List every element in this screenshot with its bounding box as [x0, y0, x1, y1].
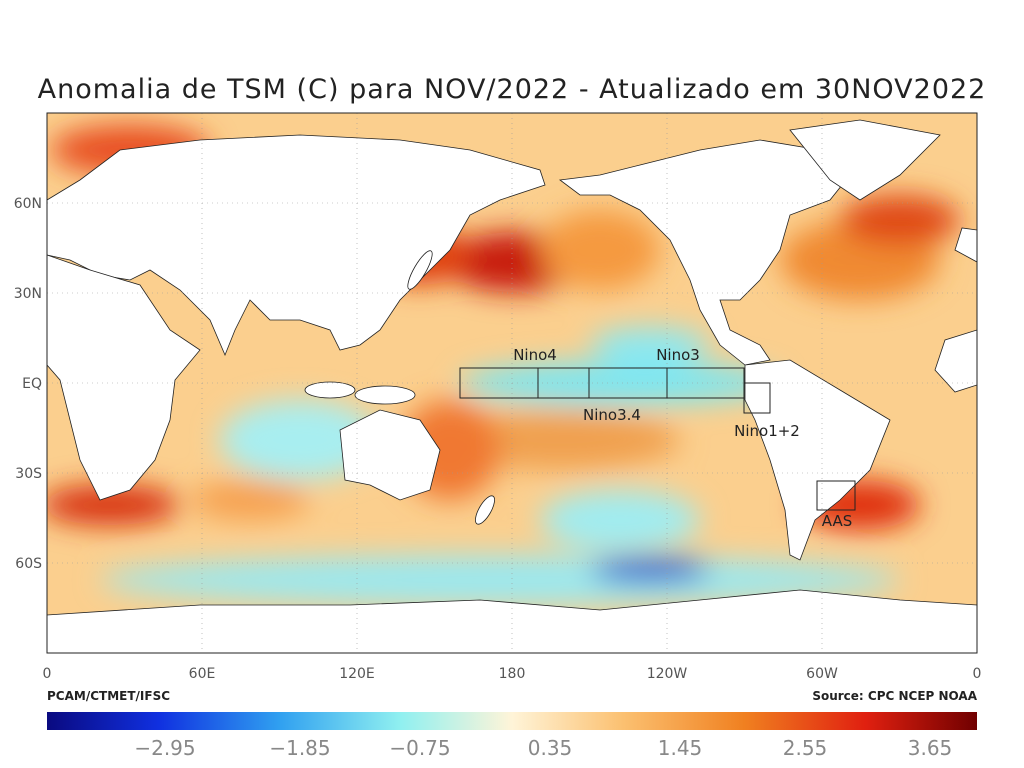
region-label: Nino3.4 [583, 406, 641, 424]
sst-field [47, 113, 977, 653]
lat-tick-label: 30S [15, 466, 42, 482]
lon-tick-label: 0 [973, 666, 982, 682]
colorbar-label: −1.85 [269, 736, 330, 760]
title: Anomalia de TSM (C) para NOV/2022 - Atua… [38, 74, 987, 105]
credit: PCAM/CTMET/IFSC [47, 689, 170, 703]
lat-tick-label: EQ [22, 376, 42, 392]
nino34-box [537, 367, 668, 399]
region-label: Nino4 [513, 346, 557, 364]
colorbar-label: 1.45 [658, 736, 703, 760]
source: Source: CPC NCEP NOAA [812, 689, 977, 703]
region-label: Nino1+2 [734, 422, 800, 440]
lon-tick-label: 120W [647, 666, 688, 682]
region-label: Nino3 [656, 346, 700, 364]
colorbar-label: 3.65 [908, 736, 953, 760]
region-label: AAS [822, 512, 852, 530]
colorbar [47, 712, 977, 730]
lon-tick-label: 180 [499, 666, 526, 682]
lat-tick-label: 60N [14, 196, 42, 212]
colorbar-label: 2.55 [783, 736, 828, 760]
lon-tick-label: 60E [189, 666, 216, 682]
graticule [47, 113, 977, 653]
aas-box [816, 480, 856, 511]
lat-tick-label: 30N [14, 286, 42, 302]
lon-tick-label: 0 [43, 666, 52, 682]
lon-tick-label: 120E [339, 666, 375, 682]
lat-tick-label: 60S [15, 556, 42, 572]
nino-boxes [459, 367, 856, 511]
lon-tick-label: 60W [806, 666, 838, 682]
colorbar-label: −0.75 [389, 736, 450, 760]
map-frame [46, 112, 978, 654]
colorbar-label: −2.95 [134, 736, 195, 760]
colorbar-label: 0.35 [528, 736, 573, 760]
nino12-box [743, 382, 771, 414]
land [47, 119, 977, 653]
